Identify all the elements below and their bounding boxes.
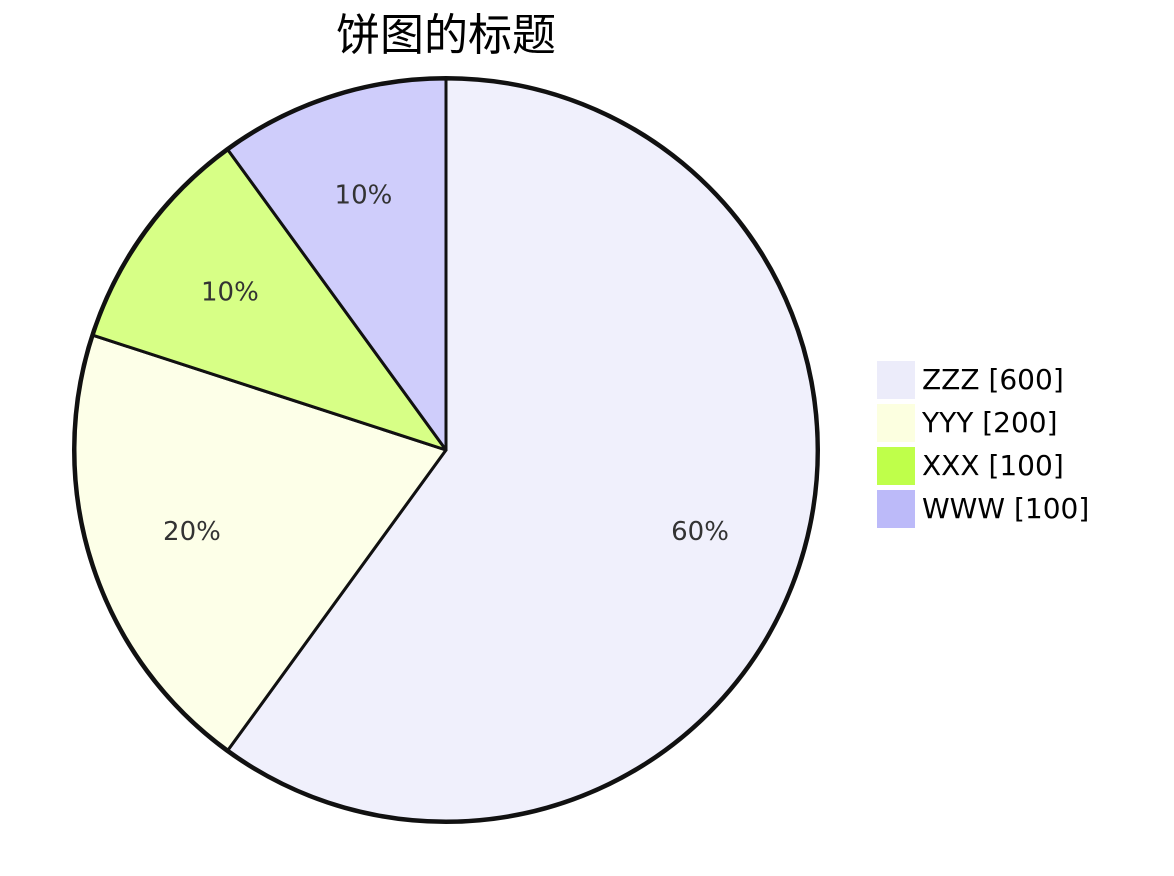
chart-title: 饼图的标题	[336, 10, 556, 61]
legend-swatch-zzz	[877, 361, 915, 399]
legend-swatch-www	[877, 490, 915, 528]
legend: ZZZ [600] YYY [200] XXX [100] WWW [100]	[877, 361, 1089, 528]
slice-label-zzz: 60%	[671, 517, 729, 547]
pie-outline	[72, 76, 820, 824]
slice-label-www: 10%	[335, 180, 393, 210]
legend-label-zzz: ZZZ [600]	[922, 363, 1064, 396]
slice-label-xxx: 10%	[201, 277, 259, 307]
legend-label-yyy: YYY [200]	[921, 406, 1058, 439]
slice-label-yyy: 20%	[163, 517, 221, 547]
slice-labels: 60% 20% 10% 10%	[163, 180, 729, 547]
legend-label-xxx: XXX [100]	[922, 449, 1064, 482]
legend-label-www: WWW [100]	[922, 492, 1089, 525]
pie-slices	[73, 77, 819, 823]
legend-swatch-yyy	[877, 404, 915, 442]
legend-swatch-xxx	[877, 447, 915, 485]
